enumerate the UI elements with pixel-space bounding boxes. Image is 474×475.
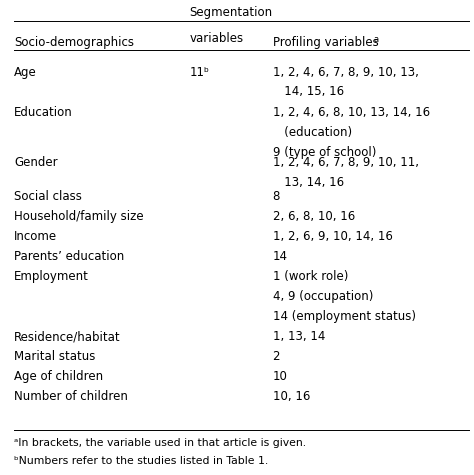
Text: Parents’ education: Parents’ education — [14, 250, 125, 263]
Text: (education): (education) — [273, 126, 352, 139]
Text: 1, 2, 4, 6, 8, 10, 13, 14, 16: 1, 2, 4, 6, 8, 10, 13, 14, 16 — [273, 106, 429, 119]
Text: 1, 13, 14: 1, 13, 14 — [273, 330, 325, 343]
Text: Income: Income — [14, 230, 57, 243]
Text: Residence/habitat: Residence/habitat — [14, 330, 121, 343]
Text: Education: Education — [14, 106, 73, 119]
Text: Gender: Gender — [14, 156, 58, 169]
Text: 2: 2 — [273, 350, 280, 363]
Text: Number of children: Number of children — [14, 390, 128, 403]
Text: Employment: Employment — [14, 270, 89, 283]
Text: 1, 2, 4, 6, 7, 8, 9, 10, 11,: 1, 2, 4, 6, 7, 8, 9, 10, 11, — [273, 156, 419, 169]
Text: Age of children: Age of children — [14, 370, 103, 383]
Text: a: a — [373, 35, 378, 44]
Text: ᵃIn brackets, the variable used in that article is given.: ᵃIn brackets, the variable used in that … — [14, 438, 306, 448]
Text: 14 (employment status): 14 (employment status) — [273, 310, 416, 323]
Text: Social class: Social class — [14, 190, 82, 203]
Text: 14, 15, 16: 14, 15, 16 — [273, 86, 344, 98]
Text: 8: 8 — [273, 190, 280, 203]
Text: 4, 9 (occupation): 4, 9 (occupation) — [273, 290, 373, 303]
Text: Household/family size: Household/family size — [14, 210, 144, 223]
Text: 1, 2, 6, 9, 10, 14, 16: 1, 2, 6, 9, 10, 14, 16 — [273, 230, 392, 243]
Text: 10: 10 — [273, 370, 287, 383]
Text: 1, 2, 4, 6, 7, 8, 9, 10, 13,: 1, 2, 4, 6, 7, 8, 9, 10, 13, — [273, 66, 419, 78]
Text: Profiling variables: Profiling variables — [273, 36, 378, 49]
Text: 11ᵇ: 11ᵇ — [190, 66, 210, 78]
Text: Age: Age — [14, 66, 37, 78]
Text: 9 (type of school): 9 (type of school) — [273, 146, 376, 159]
Text: ᵇNumbers refer to the studies listed in Table 1.: ᵇNumbers refer to the studies listed in … — [14, 456, 268, 466]
Text: 14: 14 — [273, 250, 288, 263]
Text: 1 (work role): 1 (work role) — [273, 270, 348, 283]
Text: Socio-demographics: Socio-demographics — [14, 36, 134, 49]
Text: 10, 16: 10, 16 — [273, 390, 310, 403]
Text: Segmentation: Segmentation — [190, 7, 273, 19]
Text: 13, 14, 16: 13, 14, 16 — [273, 176, 344, 189]
Text: variables: variables — [190, 31, 244, 45]
Text: 2, 6, 8, 10, 16: 2, 6, 8, 10, 16 — [273, 210, 355, 223]
Text: Marital status: Marital status — [14, 350, 96, 363]
